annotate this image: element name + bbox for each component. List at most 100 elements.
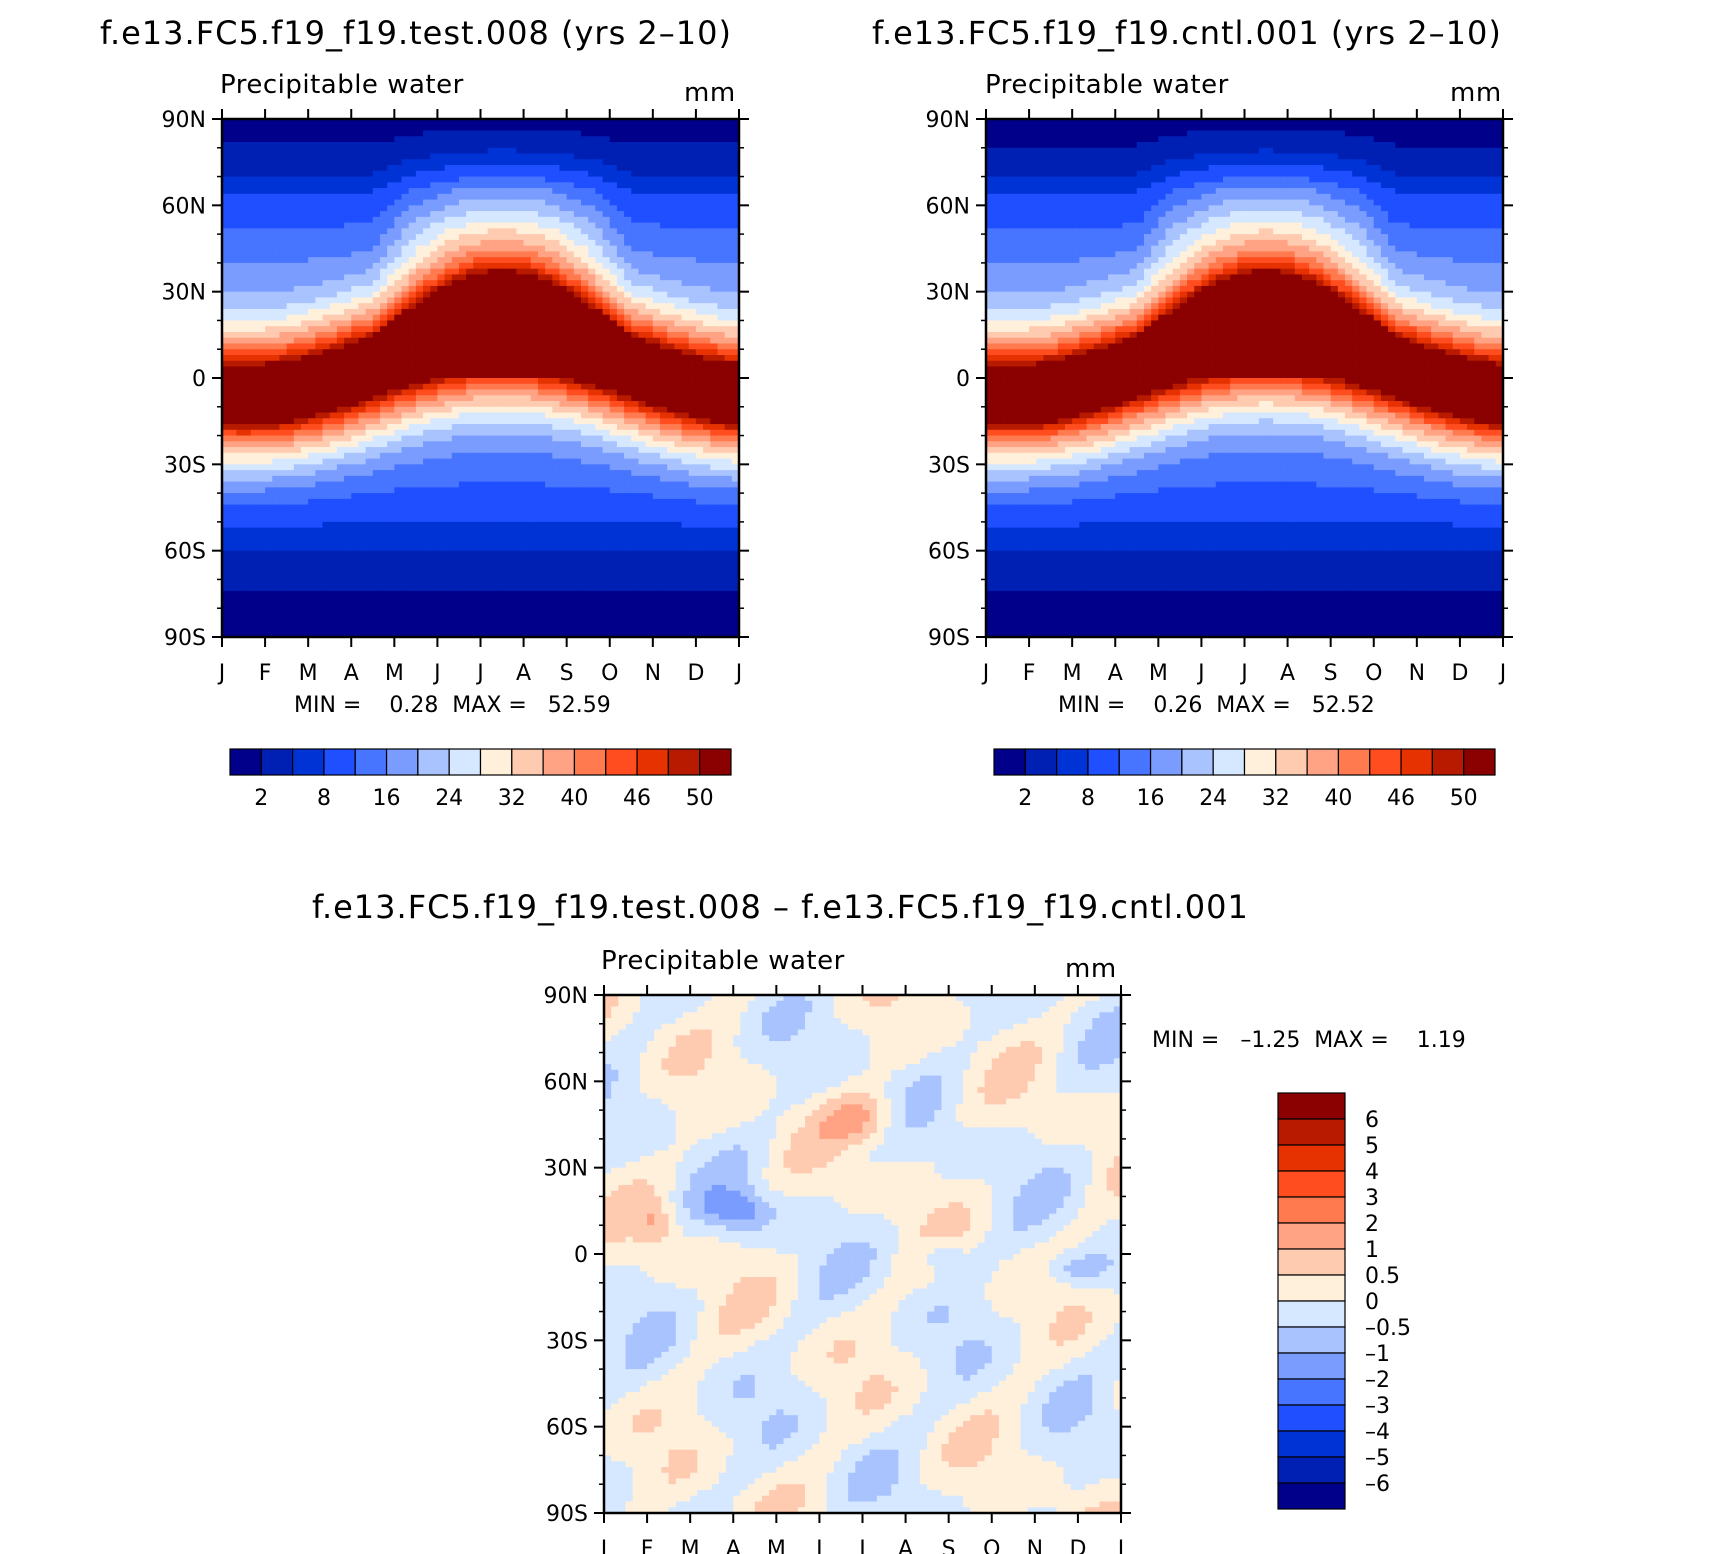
heatmap-cell: [408, 608, 417, 615]
heatmap-cell: [494, 159, 503, 166]
heatmap-cell: [609, 608, 618, 615]
heatmap-cell: [293, 176, 302, 183]
heatmap-cell: [322, 493, 331, 500]
heatmap-cell: [552, 257, 561, 264]
heatmap-cell: [423, 159, 431, 166]
heatmap-cell: [609, 590, 618, 598]
heatmap-cell: [300, 452, 309, 460]
heatmap-cell: [595, 378, 604, 385]
heatmap-cell: [423, 487, 431, 494]
heatmap-cell: [358, 458, 367, 465]
heatmap-cell: [602, 130, 611, 137]
heatmap-cell: [308, 435, 316, 442]
heatmap-cell: [466, 424, 474, 431]
heatmap-cell: [415, 142, 424, 149]
heatmap-cell: [581, 182, 589, 189]
heatmap-cell: [365, 176, 374, 183]
heatmap-cell: [222, 613, 230, 621]
heatmap-cell: [559, 567, 568, 575]
heatmap-cell: [257, 458, 266, 465]
heatmap-cell: [444, 533, 453, 540]
heatmap-cell: [609, 234, 618, 241]
heatmap-cell: [451, 142, 460, 149]
heatmap-cell: [336, 378, 345, 385]
heatmap-cell: [437, 567, 446, 575]
heatmap-cell: [300, 153, 309, 160]
heatmap-cell: [559, 291, 568, 299]
heatmap-cell: [430, 182, 439, 189]
heatmap-cell: [329, 452, 338, 460]
heatmap-cell: [229, 251, 237, 258]
heatmap-cell: [344, 130, 352, 137]
heatmap-cell: [272, 475, 281, 483]
heatmap-cell: [394, 193, 403, 201]
heatmap-cell: [573, 124, 582, 132]
heatmap-cell: [494, 285, 503, 293]
heatmap-cell: [423, 372, 431, 379]
heatmap-cell: [415, 424, 424, 431]
heatmap-cell: [243, 314, 252, 322]
heatmap-cell: [243, 521, 252, 529]
heatmap-cell: [243, 378, 252, 385]
heatmap-cell: [473, 170, 482, 178]
heatmap-cell: [236, 590, 245, 598]
heatmap-cell: [537, 458, 546, 465]
heatmap-cell: [537, 124, 546, 132]
heatmap-cell: [480, 487, 489, 494]
heatmap-cell: [379, 360, 388, 368]
heatmap-cell: [229, 268, 237, 275]
heatmap-cell: [401, 516, 410, 523]
heatmap-cell: [516, 205, 525, 212]
heatmap-cell: [415, 297, 424, 304]
heatmap-cell: [408, 579, 417, 586]
heatmap-cell: [351, 424, 360, 431]
heatmap-cell: [559, 498, 568, 506]
heatmap-cell: [437, 216, 446, 224]
heatmap-cell: [401, 418, 410, 425]
heatmap-cell: [566, 487, 575, 494]
heatmap-cell: [509, 147, 517, 155]
heatmap-cell: [573, 228, 582, 235]
heatmap-cell: [516, 239, 525, 247]
heatmap-cell: [222, 602, 230, 609]
heatmap-cell: [358, 274, 367, 281]
heatmap-cell: [286, 245, 295, 252]
heatmap-cell: [250, 521, 259, 529]
heatmap-cell: [344, 142, 352, 149]
heatmap-cell: [451, 458, 460, 465]
heatmap-cell: [451, 222, 460, 229]
heatmap-cell: [616, 228, 625, 235]
heatmap-cell: [394, 464, 403, 471]
heatmap-cell: [272, 274, 281, 281]
heatmap-cell: [300, 285, 309, 293]
heatmap-cell: [336, 366, 345, 373]
heatmap-cell: [329, 602, 338, 609]
heatmap-cell: [315, 228, 324, 235]
heatmap-cell: [387, 475, 395, 483]
heatmap-cell: [509, 596, 517, 604]
heatmap-cell: [336, 320, 345, 327]
heatmap-cell: [379, 159, 388, 166]
heatmap-cell: [372, 291, 381, 299]
heatmap-cell: [286, 550, 295, 558]
heatmap-cell: [552, 354, 561, 362]
heatmap-cell: [315, 504, 324, 511]
heatmap-cell: [336, 354, 345, 362]
heatmap-cell: [229, 303, 237, 310]
heatmap-cell: [379, 562, 388, 569]
heatmap-cell: [329, 285, 338, 293]
heatmap-cell: [372, 326, 381, 333]
heatmap-cell: [286, 216, 295, 224]
heatmap-cell: [336, 331, 345, 339]
heatmap-cell: [329, 165, 338, 172]
heatmap-cell: [509, 268, 517, 275]
heatmap-cell: [300, 406, 309, 414]
heatmap-cell: [286, 527, 295, 534]
heatmap-cell: [336, 608, 345, 615]
heatmap-cell: [229, 602, 237, 609]
heatmap-cell: [336, 251, 345, 258]
heatmap-cell: [581, 504, 589, 511]
heatmap-cell: [394, 475, 403, 483]
heatmap-cell: [401, 401, 410, 408]
heatmap-cell: [272, 573, 281, 581]
